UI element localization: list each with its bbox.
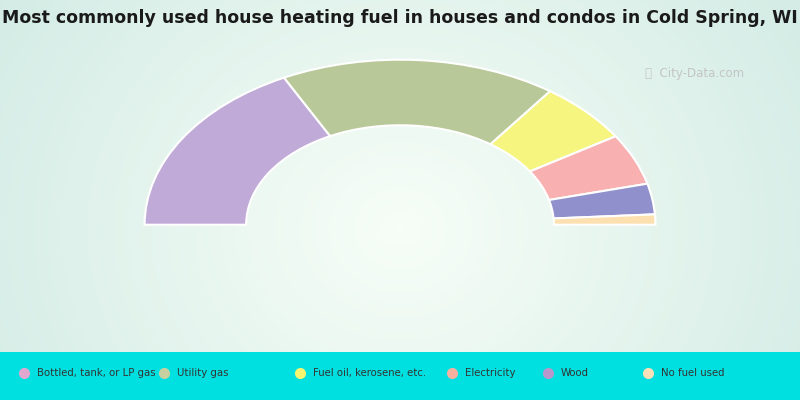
Text: ⓘ  City-Data.com: ⓘ City-Data.com	[645, 68, 744, 80]
Wedge shape	[145, 78, 330, 225]
Text: Wood: Wood	[561, 368, 589, 378]
Text: Fuel oil, kerosene, etc.: Fuel oil, kerosene, etc.	[313, 368, 426, 378]
Wedge shape	[490, 91, 616, 172]
Text: Electricity: Electricity	[465, 368, 515, 378]
Wedge shape	[530, 136, 647, 200]
Text: No fuel used: No fuel used	[661, 368, 724, 378]
Wedge shape	[284, 60, 550, 144]
Text: Most commonly used house heating fuel in houses and condos in Cold Spring, WI: Most commonly used house heating fuel in…	[2, 9, 798, 27]
Text: Utility gas: Utility gas	[177, 368, 228, 378]
Wedge shape	[554, 214, 655, 225]
Text: Bottled, tank, or LP gas: Bottled, tank, or LP gas	[37, 368, 155, 378]
Wedge shape	[549, 184, 655, 218]
